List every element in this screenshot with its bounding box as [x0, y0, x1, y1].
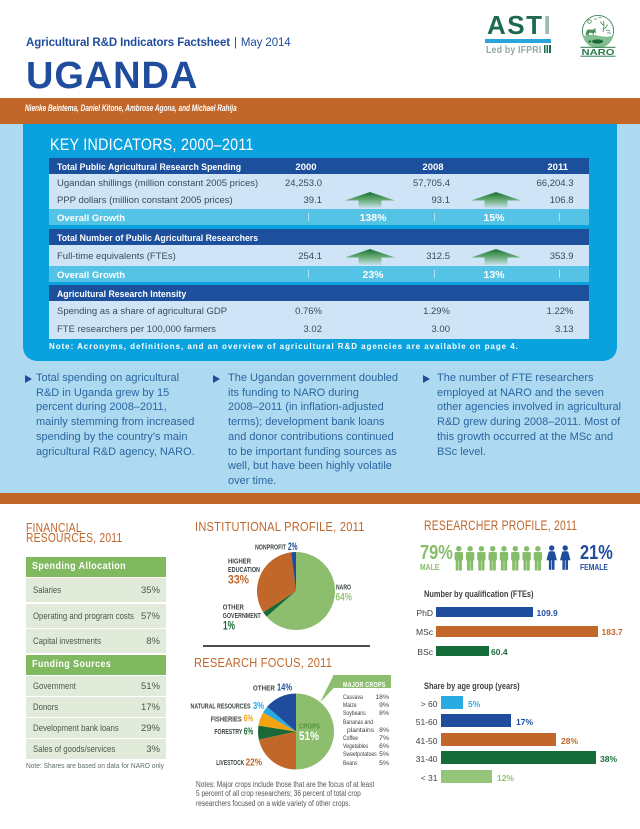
- svg-text:33%: 33%: [228, 575, 249, 587]
- svg-text:OTHER: OTHER: [253, 685, 275, 692]
- svg-text:CROPS: CROPS: [299, 722, 320, 731]
- svg-text:OTHER: OTHER: [223, 605, 244, 612]
- svg-text:HIGHER: HIGHER: [228, 559, 251, 566]
- svg-text:2%: 2%: [288, 541, 298, 553]
- svg-text:6%: 6%: [244, 727, 254, 738]
- svg-text:6%: 6%: [244, 714, 254, 725]
- svg-text:NATURAL RESOURCES: NATURAL RESOURCES: [191, 704, 251, 711]
- svg-text:EDUCATION: EDUCATION: [228, 567, 260, 574]
- svg-text:NARO: NARO: [336, 585, 351, 592]
- svg-text:GOVERNMENT: GOVERNMENT: [223, 613, 262, 620]
- svg-text:LIVESTOCK: LIVESTOCK: [216, 760, 244, 767]
- svg-text:1%: 1%: [223, 621, 235, 633]
- svg-text:64%: 64%: [336, 592, 353, 604]
- svg-text:NARO: NARO: [582, 47, 616, 57]
- svg-text:51%: 51%: [299, 731, 319, 743]
- svg-text:14%: 14%: [277, 683, 292, 694]
- svg-text:FISHERIES: FISHERIES: [211, 716, 242, 723]
- svg-text:FORESTRY: FORESTRY: [214, 729, 242, 736]
- svg-text:3%: 3%: [253, 701, 264, 712]
- svg-text:NONPROFIT: NONPROFIT: [255, 545, 287, 552]
- svg-text:22%: 22%: [246, 757, 263, 768]
